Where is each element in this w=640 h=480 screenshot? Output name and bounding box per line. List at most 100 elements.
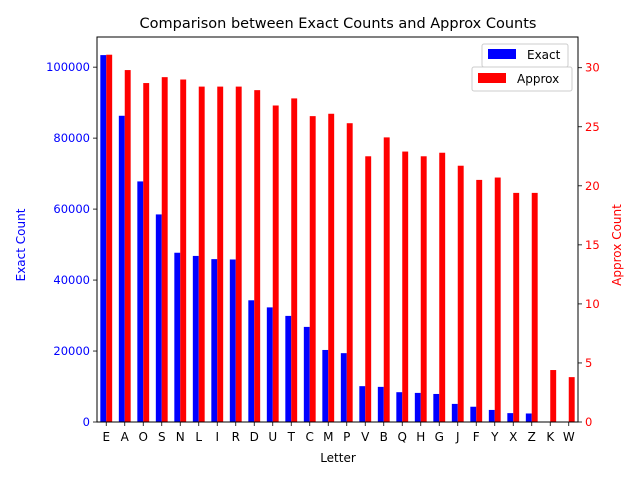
bar-approx-B [383,137,390,423]
x-tick-label-Q: Q [398,430,407,444]
x-tick-label-L: L [195,430,202,444]
x-tick-label-C: C [306,430,314,444]
bar-exact-X [507,413,514,422]
bar-approx-X [513,192,520,422]
legend-exact-label: Exact [527,48,561,62]
x-tick-label-H: H [416,430,425,444]
bar-approx-Q [402,151,409,422]
bar-approx-F [476,179,483,422]
x-tick-label-Y: Y [490,430,499,444]
x-tick-label-P: P [343,430,350,444]
x-tick-label-E: E [102,430,110,444]
bar-approx-N [180,79,187,423]
bar-approx-R [235,86,242,422]
bar-approx-A [124,70,131,423]
y-right-tick-label-25: 25 [585,120,600,134]
bar-approx-P [346,123,353,422]
bar-exact-N [174,252,181,422]
bar-exact-S [155,214,162,422]
bar-approx-I [217,86,224,422]
bar-approx-G [439,152,446,422]
bar-exact-Z [525,413,532,422]
y-right-tick-label-15: 15 [585,238,600,252]
y-right-tick-label-20: 20 [585,179,600,193]
y-left-tick-label-60000: 60000 [53,202,90,216]
bar-exact-V [359,386,366,422]
plot-area: E A O S N L I R D U T C M P V B Q H G J F Y X Z K W02000040000600… [46,36,600,444]
bar-exact-A [118,115,125,422]
bar-approx-Z [531,192,538,422]
bar-approx-T [291,98,298,422]
bar-approx-C [309,116,316,423]
bar-exact-B [377,386,384,422]
bar-exact-C [303,326,310,422]
bar-approx-J [457,165,464,422]
bar-exact-Y [488,409,495,422]
y-right-tick-label-30: 30 [585,61,600,75]
bar-approx-D [254,90,261,423]
bar-approx-L [198,86,205,422]
chart-title: Comparison between Exact Counts and Appr… [140,16,537,32]
bar-approx-O [143,83,150,422]
bar-exact-M [322,349,329,422]
bar-approx-Y [494,177,501,422]
x-tick-label-K: K [546,430,555,444]
bar-approx-H [420,156,427,422]
bar-approx-W [568,377,575,422]
x-tick-label-R: R [232,430,240,444]
x-tick-label-D: D [250,430,259,444]
y-left-tick-label-20000: 20000 [53,344,90,358]
bar-exact-L [192,255,199,422]
bar-exact-J [451,403,458,422]
x-tick-label-Z: Z [528,430,536,444]
x-tick-label-G: G [435,430,444,444]
x-tick-label-J: J [455,430,460,444]
bar-exact-I [211,259,218,422]
bar-exact-F [470,406,477,422]
x-tick-label-B: B [380,430,388,444]
legend-approx-swatch [478,73,506,83]
x-tick-label-S: S [158,430,166,444]
bar-exact-P [340,353,347,422]
y-axis-left-label: Exact Count [14,208,28,281]
bar-approx-U [272,105,279,422]
y-right-tick-label-0: 0 [585,415,592,429]
y-left-tick-label-100000: 100000 [46,60,90,74]
x-tick-label-U: U [268,430,277,444]
bar-exact-H [414,392,421,422]
legend-exact-swatch [488,49,516,59]
legend-approx: Approx [471,66,573,92]
x-tick-label-X: X [509,430,517,444]
plot-frame [96,36,579,423]
bar-approx-E [106,54,113,423]
x-tick-label-V: V [361,430,370,444]
x-tick-label-N: N [176,430,185,444]
bar-approx-V [365,156,372,422]
x-tick-label-O: O [139,430,148,444]
y-right-tick-label-10: 10 [585,297,600,311]
bar-approx-M [328,113,335,423]
x-tick-label-T: T [287,430,296,444]
x-axis-label: Letter [320,451,356,465]
y-left-tick-label-40000: 40000 [53,273,90,287]
y-left-tick-label-0: 0 [83,415,90,429]
x-tick-label-W: W [563,430,575,444]
y-axis-right-label: Approx Count [610,204,624,286]
x-tick-label-M: M [323,430,333,444]
bar-exact-Q [396,392,403,422]
bar-approx-S [161,77,168,422]
bar-exact-R [229,259,236,422]
bar-exact-U [266,307,273,422]
bar-exact-D [248,300,255,422]
legend-approx-label: Approx [517,72,559,86]
bar-approx-K [550,370,557,422]
x-tick-label-A: A [121,430,130,444]
y-right-tick-label-5: 5 [585,356,592,370]
bar-exact-T [285,315,292,422]
x-tick-label-I: I [215,430,219,444]
y-left-tick-label-80000: 80000 [53,131,90,145]
x-tick-label-F: F [473,430,480,444]
bar-exact-E [100,55,107,423]
legend-exact: Exact [481,43,569,68]
